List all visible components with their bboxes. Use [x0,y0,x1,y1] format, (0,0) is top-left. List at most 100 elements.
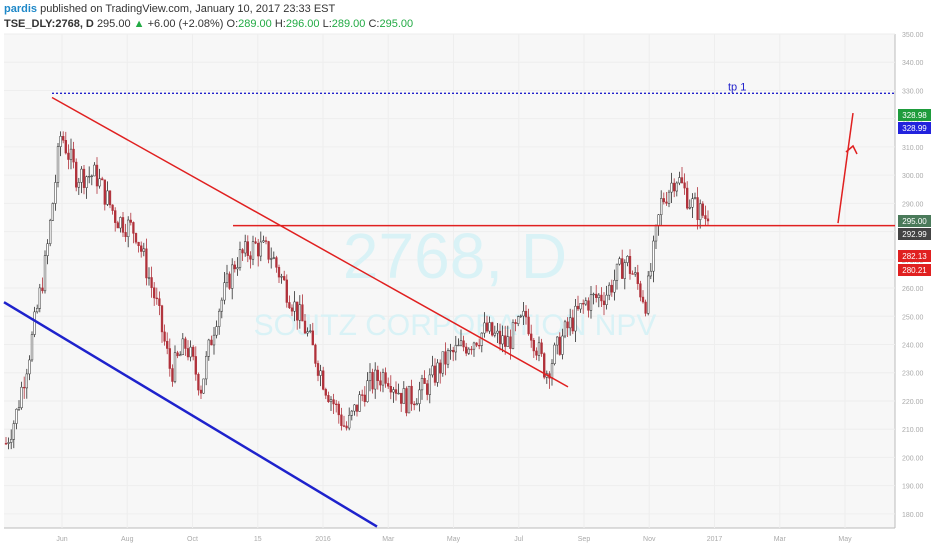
candle-body [584,300,587,305]
grid [4,33,895,528]
candle-body [381,372,385,386]
candle-body [363,394,366,402]
candle-body [54,182,57,204]
candle-body [80,168,83,183]
candle-body [309,330,312,332]
candle-body [340,414,343,426]
candle-body [667,191,671,204]
candle-body [179,354,182,357]
candle-body [192,346,195,357]
candle-body [215,326,218,336]
x-tick-label: Oct [187,536,198,543]
candle-body [506,336,509,347]
candle-body [517,316,520,324]
candle-body [444,351,447,365]
candle-body [636,272,639,284]
candle-body [90,175,93,177]
target-arrow-head-icon [845,144,858,155]
candle-body [446,350,450,365]
candle-body [587,300,590,311]
candle-body [205,356,208,380]
candle-body [184,338,187,349]
candle-body [576,305,580,310]
candle-body [197,374,200,391]
candle-body [173,352,177,382]
candle-body [238,249,242,268]
candle-body [335,403,338,406]
candle-body [244,241,247,254]
candle-body [621,258,624,279]
y-tick-label: 210.00 [902,427,924,434]
candle-body [257,242,260,257]
candle-body [189,346,192,358]
candle-body [592,293,595,296]
candle-body [121,217,125,233]
y-tick-label: 330.00 [902,88,924,95]
candle-body [675,182,678,192]
candle-body [199,389,203,394]
candle-body [329,399,333,403]
candle-body [579,303,582,310]
candle-body [275,257,278,268]
candle-body [478,344,481,347]
candle-body [626,256,629,263]
y-tick-label: 350.00 [902,32,924,39]
candle-body [628,256,632,274]
candle-body [374,369,377,390]
candle-body [582,303,585,305]
candle-body [350,410,353,416]
candle-body [634,272,637,275]
candle-body [270,258,273,260]
candle-body [423,378,426,384]
candle-body [472,342,476,350]
candle-body [277,267,281,278]
candle-body [605,294,608,305]
candle-body [51,203,54,221]
candle-body [23,386,26,389]
last-price: 295.00 [96,18,131,30]
candle-body [394,389,398,394]
candle-body [436,362,439,383]
candle-body [428,374,431,395]
author-link[interactable]: pardis [4,3,38,15]
symbol-label: TSE_DLY:2768, D [4,18,94,30]
candle-body [241,249,244,254]
x-tick-label: 2016 [315,536,331,543]
candle-body [433,365,437,383]
candle-body [233,264,236,270]
x-tick-label: Sep [578,536,591,543]
candle-body [602,300,606,305]
candle-body [322,370,325,390]
candle-body [540,342,543,354]
candle-body [220,299,223,312]
candle-body [553,344,556,364]
candle-body [379,380,382,386]
candle-body [535,350,538,356]
candle-body [524,310,528,318]
candle-body [134,233,138,243]
candle-body [405,388,408,414]
candle-body [610,284,613,293]
candle-body [202,378,205,394]
candle-body [72,148,75,163]
candle-body [519,315,522,318]
candle-body [267,241,270,260]
candle-body [150,277,153,288]
candle-body [649,270,652,277]
candle-body [116,222,119,229]
candle-body [358,394,361,412]
candle-body [142,248,145,252]
candle-body [701,203,704,216]
candle-body [608,284,611,296]
watermark-symbol: 2768, D [343,220,567,292]
candle-body [316,363,320,376]
candle-body [147,277,151,279]
candle-body [324,389,327,396]
candle-body [550,363,554,379]
candle-body [283,276,286,281]
candle-body [514,322,517,324]
candle-body [246,241,249,256]
candle-body [46,243,49,256]
open-label: O: [226,18,239,30]
